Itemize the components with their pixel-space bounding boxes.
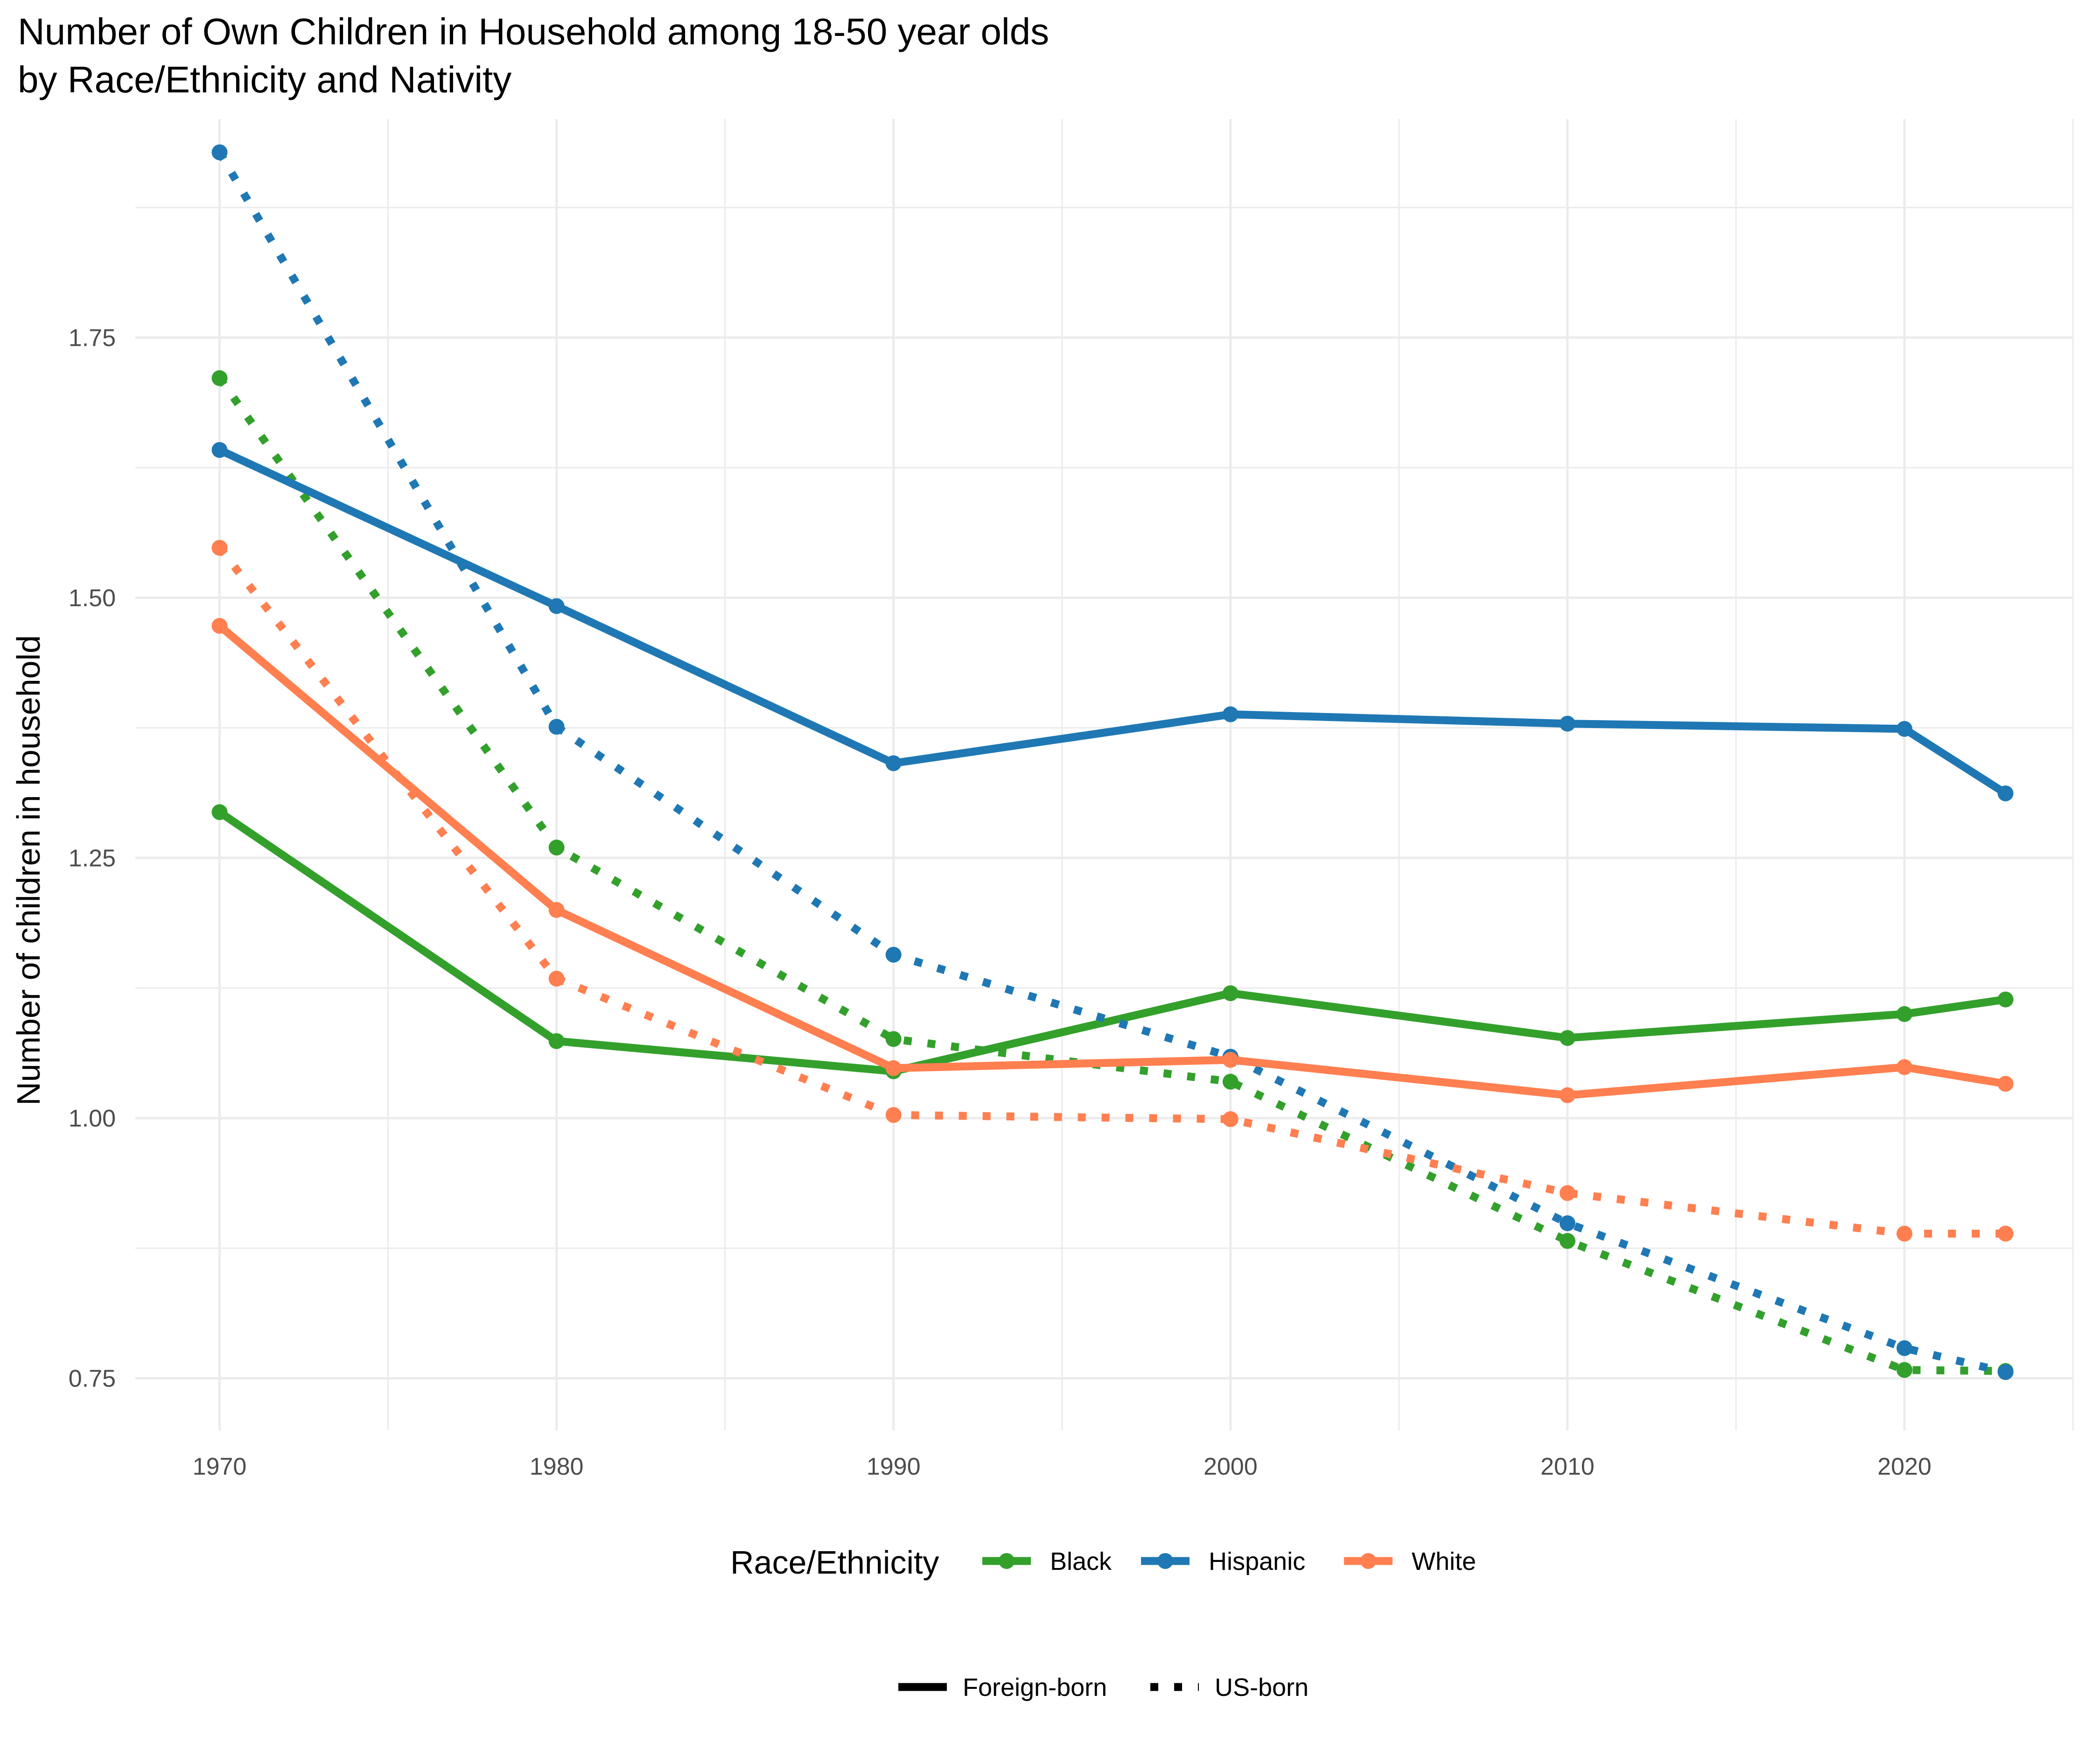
data-point bbox=[548, 902, 565, 918]
x-tick-label: 1970 bbox=[193, 1453, 247, 1480]
data-point bbox=[1222, 985, 1239, 1001]
series-black-foreign-born bbox=[211, 804, 2014, 1079]
x-tick-label: 2020 bbox=[1877, 1453, 1932, 1480]
data-point bbox=[211, 539, 228, 556]
data-point bbox=[885, 1107, 902, 1123]
series-hispanic-foreign-born bbox=[211, 442, 2014, 802]
data-point bbox=[211, 442, 228, 458]
series-line-black-us-born bbox=[216, 376, 2006, 1375]
data-point bbox=[1896, 1059, 1912, 1075]
y-tick-label: 1.75 bbox=[69, 324, 116, 351]
legend-key-point bbox=[1360, 1553, 1376, 1569]
legend-item-us-born: US-born bbox=[1150, 1673, 1309, 1701]
data-point bbox=[1997, 785, 2014, 802]
data-point bbox=[548, 971, 565, 987]
data-point bbox=[1997, 1364, 2014, 1380]
x-tick-label: 1990 bbox=[867, 1453, 921, 1480]
legend-item-white: White bbox=[1344, 1547, 1476, 1575]
legend-color-title: Race/Ethnicity bbox=[730, 1544, 939, 1581]
legend-label: US-born bbox=[1215, 1673, 1309, 1701]
data-point bbox=[1896, 1340, 1912, 1356]
data-point bbox=[1559, 1215, 1575, 1232]
grid bbox=[135, 119, 2074, 1430]
legend-nativity: Foreign-born US-born bbox=[898, 1673, 1309, 1701]
data-point bbox=[548, 598, 565, 614]
data-point bbox=[211, 370, 228, 386]
legend-key-point bbox=[1157, 1553, 1173, 1569]
data-point bbox=[1896, 1006, 1912, 1022]
x-tick-label: 2010 bbox=[1540, 1453, 1595, 1480]
series-white-us-born bbox=[211, 539, 2014, 1242]
y-tick-label: 1.25 bbox=[69, 845, 116, 872]
data-point bbox=[885, 946, 902, 963]
data-point bbox=[1559, 1185, 1575, 1201]
y-tick-label: 1.00 bbox=[69, 1105, 116, 1132]
series-black-us-born bbox=[211, 370, 2014, 1379]
legend-item-foreign-born: Foreign-born bbox=[898, 1673, 1107, 1701]
series-line-hispanic-us-born bbox=[216, 150, 2007, 1376]
x-tick-label: 2000 bbox=[1204, 1453, 1258, 1480]
series-line-hispanic-foreign-born bbox=[217, 446, 2008, 797]
data-point bbox=[211, 144, 228, 161]
series-hispanic-us-born bbox=[211, 144, 2014, 1380]
data-point bbox=[548, 840, 565, 856]
data-point bbox=[1222, 1073, 1239, 1090]
legend-key-point bbox=[999, 1553, 1015, 1569]
data-point bbox=[1896, 1362, 1912, 1378]
legend-race-ethnicity: Race/Ethnicity Black Hispanic White bbox=[730, 1544, 1476, 1581]
data-point bbox=[1997, 1225, 2014, 1242]
legend-item-hispanic: Hispanic bbox=[1141, 1547, 1305, 1575]
chart-title-line-1: Number of Own Children in Household amon… bbox=[18, 11, 1049, 52]
y-axis-title: Number of children in household bbox=[10, 635, 47, 1106]
legend-label: Black bbox=[1050, 1547, 1112, 1575]
chart-title-line-2: by Race/Ethnicity and Nativity bbox=[18, 59, 511, 100]
series-line-white-us-born bbox=[216, 545, 2006, 1238]
series-white-foreign-born bbox=[211, 618, 2014, 1103]
data-point bbox=[885, 1060, 902, 1076]
data-point bbox=[548, 719, 565, 735]
data-point bbox=[1559, 1030, 1575, 1046]
legend-label: Foreign-born bbox=[963, 1673, 1107, 1701]
legend-label: Hispanic bbox=[1209, 1547, 1305, 1575]
data-point bbox=[548, 1033, 565, 1049]
data-point bbox=[1997, 991, 2014, 1008]
data-point bbox=[1896, 1225, 1912, 1242]
y-tick-label: 0.75 bbox=[69, 1365, 116, 1392]
x-axis-ticks: 1970 1980 1990 2000 2010 2020 bbox=[193, 1453, 1932, 1480]
data-point bbox=[885, 1031, 902, 1047]
data-point bbox=[1559, 715, 1575, 732]
data-point bbox=[211, 804, 228, 820]
data-point bbox=[211, 618, 228, 634]
data-point bbox=[1559, 1087, 1575, 1103]
data-point bbox=[885, 755, 902, 771]
data-point bbox=[1222, 1052, 1239, 1068]
legend-item-black: Black bbox=[982, 1547, 1112, 1575]
y-axis-ticks: 0.75 1.00 1.25 1.50 1.75 bbox=[69, 324, 116, 1392]
data-point bbox=[1222, 1111, 1239, 1127]
data-point bbox=[1997, 1076, 2014, 1092]
data-point bbox=[1222, 706, 1239, 722]
series-layer bbox=[211, 144, 2014, 1380]
data-point bbox=[1896, 721, 1912, 737]
legend-label: White bbox=[1412, 1547, 1476, 1575]
data-point bbox=[1559, 1233, 1575, 1249]
y-tick-label: 1.50 bbox=[69, 585, 116, 612]
x-tick-label: 1980 bbox=[530, 1453, 584, 1480]
